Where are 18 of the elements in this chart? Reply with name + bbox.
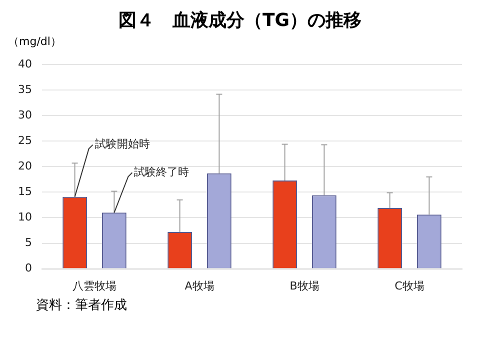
y-tick-label: 15	[18, 185, 32, 198]
x-tick-label: B牧場	[290, 279, 320, 292]
chart-title: 図４ 血液成分（TG）の推移	[117, 9, 363, 33]
x-tick-label: C牧場	[394, 279, 424, 292]
y-tick-label: 0	[24, 262, 32, 275]
x-tick-label: 八雲牧場	[72, 279, 116, 292]
text: 試験開始時	[94, 138, 150, 151]
x-tick-label: A牧場	[184, 279, 214, 292]
text: 資料：筆者作成	[36, 297, 128, 314]
series-label: 試験終了時	[134, 166, 190, 179]
y-tick-label: 20	[18, 160, 32, 173]
y-tick-label: 40	[18, 57, 32, 70]
y-tick-label: 5	[24, 236, 32, 250]
y-axis-title: （mg/dl）	[8, 34, 62, 48]
y-tick-label: 35	[18, 82, 32, 96]
y-tick-label: 25	[18, 134, 32, 148]
y-tick-label: 30	[18, 108, 32, 122]
y-tick-label: 10	[18, 210, 32, 224]
